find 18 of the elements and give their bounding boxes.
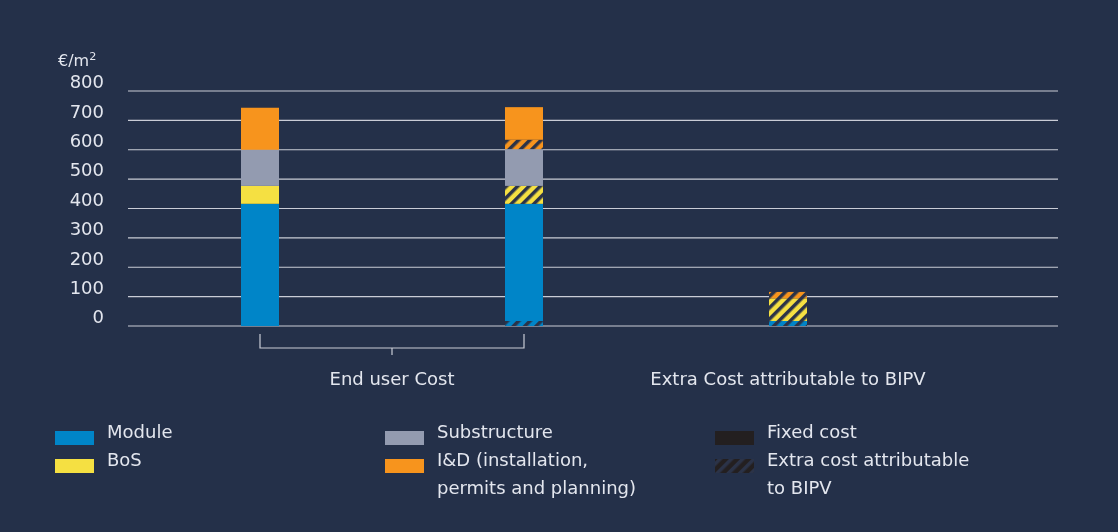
x-tick-label: Extra Cost attributable to BIPV xyxy=(650,368,927,389)
legend-label: Substructure xyxy=(437,421,553,442)
y-tick-label: 200 xyxy=(69,247,104,269)
y-tick-label: 700 xyxy=(69,100,104,122)
legend-label: Fixed cost xyxy=(767,421,857,442)
legend-label: I&D (installation, permits and planning) xyxy=(437,449,636,498)
y-tick-label: 400 xyxy=(69,188,104,210)
legend-label: Extra cost attributable to BIPV xyxy=(767,449,970,498)
y-tick-label: 600 xyxy=(69,130,104,152)
legend-label: BoS xyxy=(107,449,142,470)
y-tick-label: 800 xyxy=(69,71,104,93)
y-tick-label: 0 xyxy=(92,306,104,328)
y-tick-label: 500 xyxy=(69,159,104,181)
y-tick-label: 100 xyxy=(69,276,104,298)
text: End user Cost xyxy=(329,368,455,389)
legend-label: Module xyxy=(107,421,173,442)
y-axis-title: €/m$^{2}$ xyxy=(58,49,97,70)
y-tick-label: 300 xyxy=(69,218,104,240)
